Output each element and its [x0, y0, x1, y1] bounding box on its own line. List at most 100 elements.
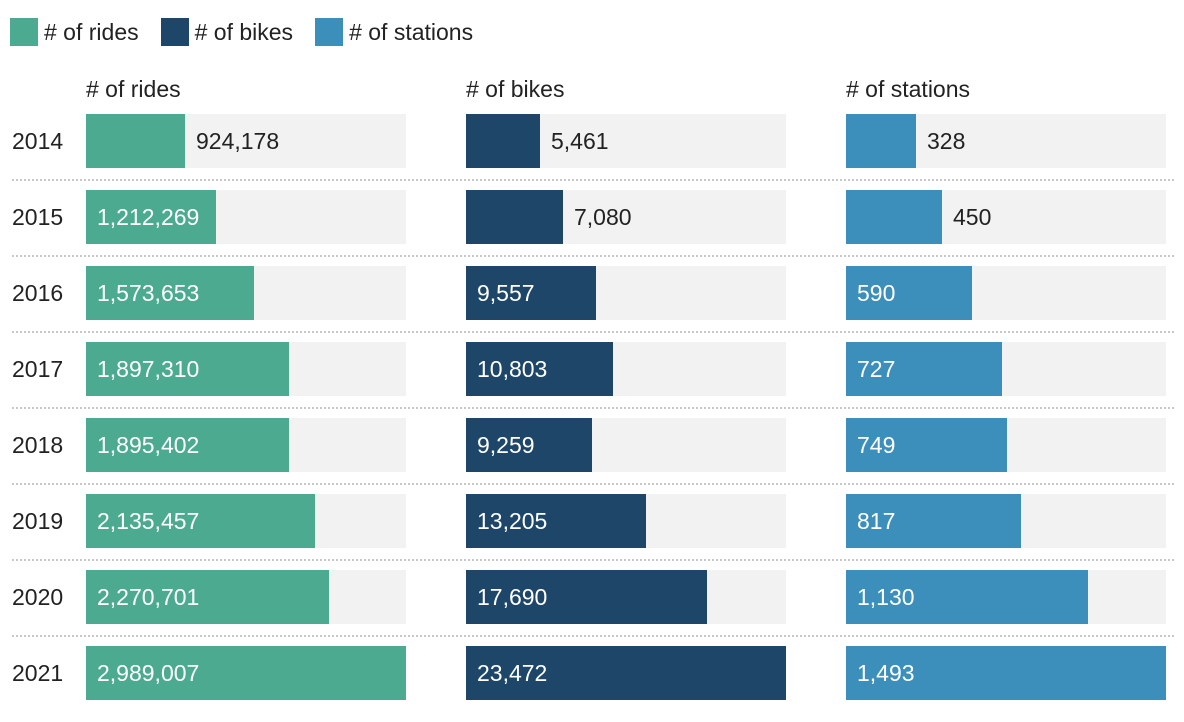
chart-row: 2014 924,178 5,461 328	[0, 114, 1184, 190]
category-label: 2020	[12, 584, 64, 610]
bar	[466, 570, 707, 624]
bar	[86, 342, 289, 396]
category-label: 2016	[12, 280, 64, 306]
row-divider	[12, 483, 1174, 485]
data-label: 2,270,701	[97, 584, 200, 610]
data-label: 23,472	[477, 660, 548, 686]
bar	[846, 646, 1166, 700]
bar	[86, 570, 329, 624]
bar	[846, 266, 972, 320]
data-label: 2,135,457	[97, 508, 200, 534]
bar	[846, 570, 1088, 624]
bar-track: 7,080	[466, 190, 786, 244]
bar	[466, 646, 786, 700]
data-label: 450	[953, 204, 992, 230]
bar-track: 2,270,701	[86, 570, 406, 624]
bar	[846, 418, 1007, 472]
bar	[86, 418, 289, 472]
bar	[86, 646, 406, 700]
data-label: 7,080	[574, 204, 632, 230]
bar-track: 924,178	[86, 114, 406, 168]
bar	[86, 266, 254, 320]
bar-track: 1,573,653	[86, 266, 406, 320]
category-label: 2015	[12, 204, 64, 230]
bar-track: 2,989,007	[86, 646, 406, 700]
bar-track: 817	[846, 494, 1166, 548]
legend-label: # of rides	[44, 19, 139, 45]
chart-row: 2016 1,573,653 9,557 590	[0, 266, 1184, 342]
data-label: 1,573,653	[97, 280, 200, 306]
category-label: 2021	[12, 660, 64, 686]
bar	[86, 494, 315, 548]
data-label: 1,130	[857, 584, 915, 610]
row-divider	[12, 407, 1174, 409]
data-label: 590	[857, 280, 896, 306]
bar-track: 328	[846, 114, 1166, 168]
data-label: 13,205	[477, 508, 548, 534]
bar-track: 17,690	[466, 570, 786, 624]
row-divider	[12, 331, 1174, 333]
chart-row: 2019 2,135,457 13,205 817	[0, 494, 1184, 570]
legend-item: # of bikes	[160, 18, 294, 46]
bar-track: 23,472	[466, 646, 786, 700]
row-divider	[12, 635, 1174, 637]
legend: # of rides # of bikes # of stations	[10, 17, 495, 47]
bar	[466, 266, 596, 320]
bar	[466, 342, 613, 396]
data-label: 328	[927, 128, 966, 154]
bar	[466, 190, 563, 244]
category-label: 2018	[12, 432, 64, 458]
bar-track: 9,557	[466, 266, 786, 320]
series-title: # of rides	[86, 76, 181, 102]
chart-row: 2018 1,895,402 9,259 749	[0, 418, 1184, 494]
bar-track: 5,461	[466, 114, 786, 168]
bar-track: 1,897,310	[86, 342, 406, 396]
data-label: 749	[857, 432, 896, 458]
bar	[466, 114, 540, 168]
data-label: 5,461	[551, 128, 609, 154]
data-label: 17,690	[477, 584, 548, 610]
data-label: 1,212,269	[97, 204, 200, 230]
bar	[846, 114, 916, 168]
legend-label: # of stations	[349, 19, 474, 45]
data-label: 727	[857, 356, 896, 382]
data-label: 2,989,007	[97, 660, 200, 686]
data-label: 10,803	[477, 356, 548, 382]
bar-track: 1,493	[846, 646, 1166, 700]
data-label: 924,178	[196, 128, 280, 154]
bar-track: 1,130	[846, 570, 1166, 624]
chart-row: 2021 2,989,007 23,472 1,493	[0, 646, 1184, 722]
legend-swatch	[315, 18, 344, 46]
row-divider	[12, 255, 1174, 257]
bar	[466, 418, 592, 472]
chart-row: 2017 1,897,310 10,803 727	[0, 342, 1184, 418]
data-label: 9,557	[477, 280, 535, 306]
row-divider	[12, 179, 1174, 181]
bar	[846, 494, 1021, 548]
data-label: 817	[857, 508, 896, 534]
chart-row: 2020 2,270,701 17,690 1,130	[0, 570, 1184, 646]
legend-label: # of bikes	[194, 19, 294, 45]
bar-track: 13,205	[466, 494, 786, 548]
bar-track: 749	[846, 418, 1166, 472]
data-label: 1,493	[857, 660, 915, 686]
bar-track: 1,895,402	[86, 418, 406, 472]
legend-item: # of rides	[10, 18, 139, 46]
chart-row: 2015 1,212,269 7,080 450	[0, 190, 1184, 266]
series-title: # of bikes	[466, 76, 565, 102]
data-label: 1,895,402	[97, 432, 200, 458]
legend-swatch	[160, 18, 189, 46]
bar-track: 1,212,269	[86, 190, 406, 244]
bar-track: 590	[846, 266, 1166, 320]
row-divider	[12, 559, 1174, 561]
category-label: 2014	[12, 128, 64, 154]
bar	[466, 494, 646, 548]
category-label: 2019	[12, 508, 64, 534]
legend-swatch	[10, 18, 38, 46]
bar-track: 9,259	[466, 418, 786, 472]
data-label: 9,259	[477, 432, 535, 458]
category-label: 2017	[12, 356, 64, 382]
bar	[86, 114, 185, 168]
bar-track: 450	[846, 190, 1166, 244]
bar-track: 10,803	[466, 342, 786, 396]
